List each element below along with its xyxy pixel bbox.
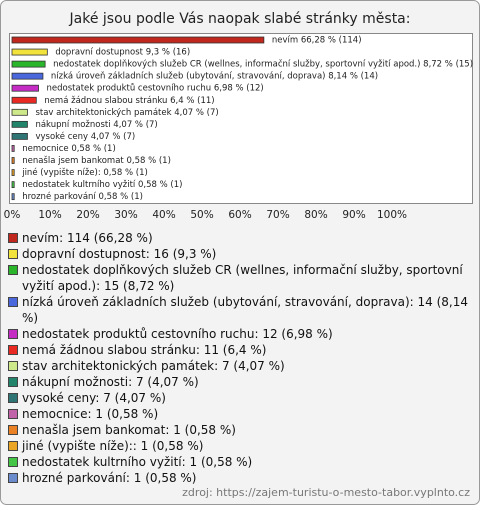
chart-title: Jaké jsou podle Vás naopak slabé stránky… (69, 11, 411, 27)
legend-label: nemá žádnou slabou stránku: 11 (6,4 %) (22, 343, 267, 357)
bar (11, 84, 39, 92)
bar (11, 72, 44, 80)
legend-label: nenašla jsem bankomat: 1 (0,58 %) (22, 423, 236, 437)
source: zdroj: https://zajem-turistu-o-mesto-tab… (182, 486, 470, 499)
bar-label: nemá žádnou slabou stránku 6,4 % (11) (44, 96, 214, 106)
legend-item: stav architektonických památek: 7 (4,07 … (8, 358, 470, 374)
bar (11, 193, 15, 201)
legend-swatch (8, 473, 18, 483)
bar (11, 169, 15, 176)
legend-swatch (8, 457, 18, 467)
x-tick-label: 70% (266, 209, 289, 221)
legend-swatch (8, 265, 18, 275)
x-tick-label: 100% (377, 209, 407, 221)
legend-label: nízká úroveň základních služeb (ubytován… (22, 295, 468, 325)
legend-item: nedostatek kultrního vyžití: 1 (0,58 %) (8, 454, 470, 470)
legend-swatch (8, 441, 18, 451)
legend-label: nedostatek kultrního vyžití: 1 (0,58 %) (22, 455, 253, 469)
x-tick-label: 40% (152, 209, 175, 221)
x-tick-label: 60% (228, 209, 251, 221)
legend-swatch (8, 409, 18, 419)
x-tick-label: 20% (76, 209, 99, 221)
bar-label: nemocnice 0,58 % (1) (22, 144, 116, 154)
legend-label: stav architektonických památek: 7 (4,07 … (22, 359, 285, 373)
x-tick-label: 90% (342, 209, 365, 221)
legend-item: nákupní možnosti: 7 (4,07 %) (8, 374, 470, 390)
bar (11, 181, 15, 189)
bar-label: stav architektonických památek 4,07 % (7… (35, 108, 218, 118)
bar (11, 60, 46, 68)
plot-area (9, 33, 473, 204)
bar-label: nedostatek produktů cestovního ruchu 6,9… (47, 83, 264, 94)
bar-label: hrozné parkování 0,58 % (1) (22, 191, 143, 202)
x-tick-label: 10% (38, 209, 61, 221)
bar (11, 145, 15, 152)
legend-item: hrozné parkování: 1 (0,58 %) (8, 470, 470, 486)
legend-item: nízká úroveň základních služeb (ubytován… (8, 294, 470, 326)
legend-label: nedostatek doplňkových služeb CR (wellne… (22, 263, 463, 293)
legend-item: nedostatek doplňkových služeb CR (wellne… (8, 262, 470, 294)
x-tick-label: 80% (304, 209, 327, 221)
legend-label: nevím: 114 (66,28 %) (22, 231, 153, 245)
legend-swatch (8, 425, 18, 435)
legend-item: jiné (vypište níže):: 1 (0,58 %) (8, 438, 470, 454)
legend-label: nedostatek produktů cestovního ruchu: 12… (22, 327, 333, 341)
legend-swatch (8, 361, 18, 371)
bar-label: nízká úroveň základních služeb (ubytován… (51, 71, 378, 82)
legend-item: dopravní dostupnost: 16 (9,3 %) (8, 246, 470, 262)
legend-label: hrozné parkování: 1 (0,58 %) (22, 471, 197, 485)
bar (11, 157, 15, 164)
legend-label: dopravní dostupnost: 16 (9,3 %) (22, 247, 217, 261)
x-tick-label: 0% (4, 209, 21, 221)
legend-label: nákupní možnosti: 7 (4,07 %) (22, 375, 199, 389)
bar-label: nákupní možnosti 4,07 % (7) (35, 120, 157, 130)
bar-label: nevím 66,28 % (114) (272, 36, 362, 46)
bar-label: nedostatek kultrního vyžití 0,58 % (1) (22, 180, 182, 190)
legend-item: nemá žádnou slabou stránku: 11 (6,4 %) (8, 342, 470, 358)
bar-label: nedostatek doplňkových služeb CR (wellne… (53, 59, 473, 70)
legend-swatch (8, 249, 18, 259)
legend-item: nemocnice: 1 (0,58 %) (8, 406, 470, 422)
bar-label: nenašla jsem bankomat 0,58 % (1) (22, 155, 171, 166)
legend-swatch (8, 297, 18, 307)
legend-item: nevím: 114 (66,28 %) (8, 230, 470, 246)
x-tick-label: 50% (190, 209, 213, 221)
bar (11, 120, 28, 128)
bar (11, 36, 265, 44)
bar-label: dopravní dostupnost 9,3 % (16) (55, 48, 190, 58)
legend-item: nedostatek produktů cestovního ruchu: 12… (8, 326, 470, 342)
legend: nevím: 114 (66,28 %) dopravní dostupnost:… (8, 230, 470, 486)
legend-swatch (8, 393, 18, 403)
bar-label: jiné (vypište níže): 0,58 % (1) (21, 167, 148, 178)
legend-swatch (8, 377, 18, 387)
legend-swatch (8, 345, 18, 355)
legend-label: vysoké ceny: 7 (4,07 %) (22, 391, 166, 405)
bar-label: vysoké ceny 4,07 % (7) (35, 131, 135, 142)
bar (11, 132, 28, 140)
bar (11, 96, 37, 104)
legend-label: nemocnice: 1 (0,58 %) (22, 407, 159, 421)
bar (11, 48, 48, 56)
legend-item: vysoké ceny: 7 (4,07 %) (8, 390, 470, 406)
legend-swatch (8, 329, 18, 339)
legend-label: jiné (vypište níže):: 1 (0,58 %) (22, 439, 204, 453)
legend-item: nenašla jsem bankomat: 1 (0,58 %) (8, 422, 470, 438)
bar (11, 108, 28, 116)
legend-swatch (8, 233, 18, 243)
x-tick-label: 30% (114, 209, 137, 221)
